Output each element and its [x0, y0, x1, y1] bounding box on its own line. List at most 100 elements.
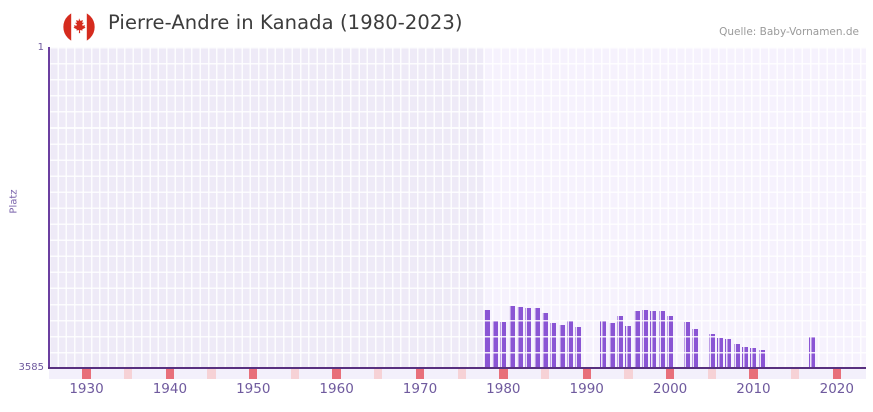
x-axis-tick-band: [49, 369, 867, 379]
x-tick-blank: [490, 369, 500, 379]
x-tick-blank: [590, 369, 600, 379]
x-tick-blank: [840, 369, 850, 379]
x-tick-blank: [149, 369, 158, 379]
x-tick-minor: [374, 369, 383, 379]
x-axis-line: [48, 367, 866, 369]
x-tick-major: [499, 369, 508, 379]
x-tick-blank: [699, 369, 708, 379]
x-tick-blank: [565, 369, 575, 379]
bar: [600, 321, 607, 368]
x-tick-minor: [207, 369, 216, 379]
canada-flag-icon: [62, 10, 96, 44]
x-axis-labels: 1930 1940 1950 1960 1970 1980 1990 2000 2010 2020: [49, 381, 866, 403]
x-tick-minor: [624, 369, 633, 379]
x-axis-tick-label: 1940: [152, 381, 188, 397]
x-tick-blank: [265, 369, 275, 379]
bar: [483, 309, 490, 368]
x-tick-blank: [849, 369, 858, 379]
x-tick-blank: [190, 369, 200, 379]
bar: [633, 311, 640, 368]
x-tick-minor: [290, 369, 300, 379]
bar: [567, 321, 574, 368]
bar: [692, 328, 699, 368]
x-tick-blank: [99, 369, 108, 379]
x-tick-blank: [657, 369, 666, 379]
x-tick-blank: [774, 369, 783, 379]
x-tick-major: [832, 369, 841, 379]
x-tick-blank: [682, 369, 691, 379]
bar: [517, 307, 524, 368]
x-tick-major: [249, 369, 258, 379]
bar: [733, 343, 740, 368]
x-tick-blank: [282, 369, 291, 379]
x-tick-blank: [507, 369, 516, 379]
y-axis-tick-top: 1: [37, 42, 44, 53]
bar: [575, 326, 582, 368]
x-tick-blank: [182, 369, 191, 379]
plot-area: [49, 47, 866, 368]
x-axis-tick-label: 1990: [569, 381, 604, 397]
x-tick-blank: [724, 369, 733, 379]
x-tick-blank: [215, 369, 225, 379]
x-tick-blank: [90, 369, 100, 379]
x-tick-blank: [49, 369, 58, 379]
x-axis-tick-label: 1950: [236, 381, 271, 397]
x-tick-blank: [174, 369, 183, 379]
x-tick-blank: [524, 369, 533, 379]
bar: [667, 315, 674, 368]
x-tick-blank: [474, 369, 483, 379]
x-tick-blank: [599, 369, 608, 379]
bar: [742, 346, 749, 368]
x-tick-blank: [424, 369, 433, 379]
x-tick-major: [749, 369, 758, 379]
x-tick-blank: [157, 369, 166, 379]
x-tick-blank: [324, 369, 333, 379]
bar: [550, 322, 557, 368]
x-tick-minor: [124, 369, 133, 379]
y-axis-title: Platz: [8, 189, 20, 214]
x-tick-blank: [399, 369, 408, 379]
y-axis-tick-bottom: 3585: [18, 362, 44, 373]
x-tick-blank: [240, 369, 250, 379]
chart-header: Pierre-Andre in Kanada (1980-2023) Quell…: [0, 0, 873, 47]
x-tick-blank: [140, 369, 150, 379]
bar: [533, 307, 540, 368]
x-tick-blank: [757, 369, 766, 379]
x-tick-blank: [815, 369, 825, 379]
x-tick-blank: [557, 369, 566, 379]
page-title: Pierre-Andre in Kanada (1980-2023): [108, 11, 463, 34]
bar: [542, 313, 549, 368]
x-tick-blank: [715, 369, 725, 379]
x-tick-blank: [132, 369, 141, 379]
x-tick-blank: [615, 369, 625, 379]
bar: [808, 337, 815, 368]
x-axis-tick-label: 2010: [736, 381, 771, 397]
x-tick-major: [582, 369, 591, 379]
x-tick-blank: [549, 369, 558, 379]
x-tick-blank: [740, 369, 750, 379]
x-tick-blank: [357, 369, 366, 379]
x-tick-blank: [340, 369, 350, 379]
x-tick-blank: [824, 369, 833, 379]
bar: [608, 322, 615, 368]
source-attribution: Quelle: Baby-Vornamen.de: [719, 26, 859, 38]
x-tick-blank: [199, 369, 208, 379]
bar: [492, 321, 499, 368]
x-axis-tick-label: 2000: [652, 381, 688, 397]
x-tick-blank: [382, 369, 391, 379]
x-tick-blank: [449, 369, 458, 379]
bar: [658, 311, 665, 368]
x-tick-blank: [257, 369, 266, 379]
highlight-band: [482, 47, 866, 368]
x-axis-tick-label: 1960: [319, 381, 354, 397]
x-tick-blank: [732, 369, 741, 379]
x-tick-blank: [632, 369, 641, 379]
x-tick-blank: [307, 369, 316, 379]
x-tick-major: [665, 369, 675, 379]
x-tick-blank: [365, 369, 375, 379]
x-tick-major: [415, 369, 425, 379]
bar: [525, 307, 532, 368]
x-tick-blank: [807, 369, 816, 379]
x-axis-tick-label: 1970: [402, 381, 438, 397]
x-tick-blank: [532, 369, 541, 379]
